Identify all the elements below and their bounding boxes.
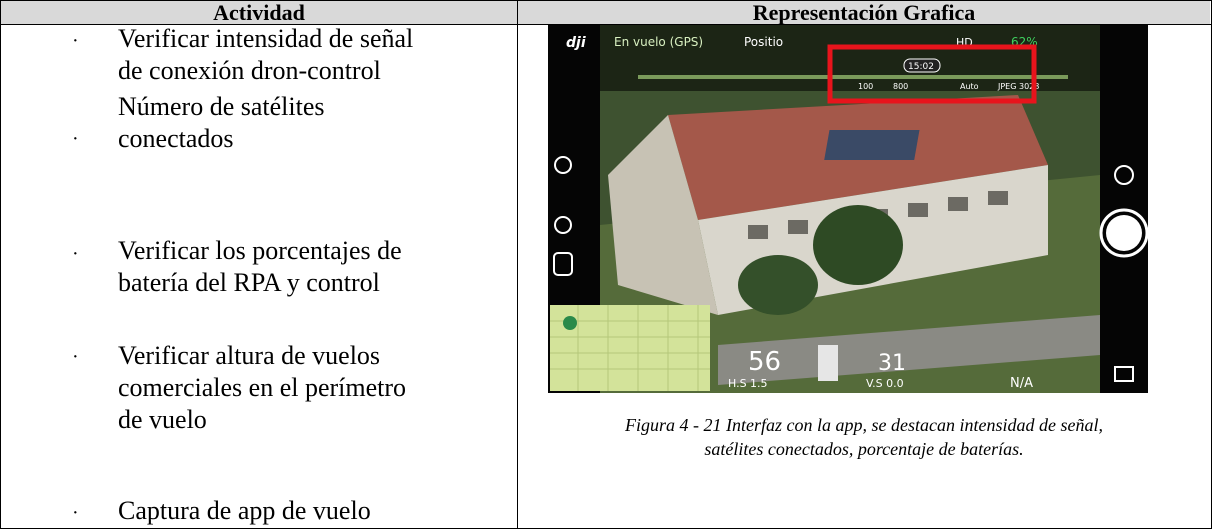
bullet-dot: · [72,502,79,524]
app-mode: Positio [744,35,783,49]
bullet-dot: · [72,243,79,265]
svg-text:dji: dji [566,35,586,51]
border [517,0,518,529]
bullet-text: conectados [118,124,234,153]
bullet-dot: · [72,30,79,52]
bullet-text: de conexión dron-control [118,56,381,85]
bullet-text: Verificar intensidad de señal [118,24,414,53]
app-screenshot: dji En vuelo (GPS) Positio HD 62% 15:02 … [548,25,1148,393]
app-format: JPEG 3028 [997,82,1039,91]
bullet-text: Número de satélites [118,92,325,121]
bullet-text: Verificar los porcentajes de [118,236,402,265]
app-height: 31 [878,351,906,376]
app-hs: H.S 1.5 [728,377,768,390]
app-iso: 100 [858,82,873,91]
border [0,0,1,529]
bullet-text: batería del RPA y control [118,268,380,297]
bullet-dot: · [72,346,79,368]
app-shutter: 800 [893,82,908,91]
border [0,24,1212,25]
app-wb: Auto [960,82,979,91]
header-cell: Actividad [1,0,517,25]
highlight-box [827,44,1037,104]
bullet-text: de vuelo [118,405,207,434]
figure-caption: Figura 4 - 21 Interfaz con la app, se de… [625,415,1103,435]
app-distance: 56 [748,347,781,377]
bullet-text: comerciales en el perímetro [118,373,407,402]
app-time: 15:02 [908,62,934,72]
app-na: N/A [1010,376,1033,391]
bullet-text: Captura de app de vuelo [118,496,371,525]
bullet-text: Verificar altura de vuelos [118,341,381,370]
figure-caption: satélites conectados, porcentaje de bate… [704,439,1024,459]
border [0,0,1212,1]
bullet-dot: · [72,128,79,150]
app-flight-mode: En vuelo (GPS) [614,35,703,49]
header-cell: Representación Grafica [518,0,1210,25]
app-vs: V.S 0.0 [866,377,904,390]
